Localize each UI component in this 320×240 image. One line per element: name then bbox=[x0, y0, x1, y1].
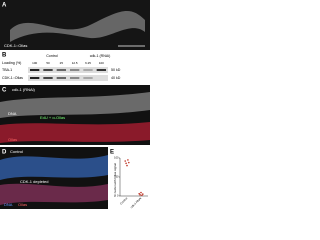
figure: A CDK-1::Ollas B Loading (%) Control cdk… bbox=[0, 0, 150, 209]
data-point bbox=[141, 194, 143, 197]
channel-label: CDK-1 depleted bbox=[20, 179, 48, 184]
channel-label: EdU + α-Ollas bbox=[40, 115, 65, 120]
row-label: CDK-1::Ollas bbox=[2, 76, 23, 80]
panel-letter: A bbox=[2, 3, 7, 9]
blot-band bbox=[96, 69, 106, 71]
data-point bbox=[128, 161, 130, 164]
blot-band bbox=[43, 77, 53, 79]
data-point bbox=[124, 160, 126, 162]
worm-shape bbox=[10, 10, 145, 43]
loading-value: 100 bbox=[32, 61, 37, 65]
y-tick-label: 0 bbox=[117, 194, 119, 198]
loading-value: 50 bbox=[46, 61, 50, 65]
channel-label: DNA bbox=[8, 111, 17, 116]
loading-value: 12.5 bbox=[72, 61, 78, 65]
x-tick-label: cdk-1 RNAi bbox=[129, 196, 142, 209]
channel-label: CDK-1::Ollas bbox=[4, 43, 27, 48]
data-point bbox=[140, 191, 142, 194]
blot-band bbox=[30, 69, 40, 71]
blot-band bbox=[56, 69, 66, 71]
y-tick-label: 100 bbox=[114, 156, 119, 160]
data-point bbox=[138, 192, 140, 195]
loading-value: 6.25 bbox=[85, 61, 91, 65]
blot-band bbox=[70, 77, 80, 79]
gonad-control bbox=[0, 155, 108, 180]
loading-label: Loading (%) bbox=[2, 61, 21, 65]
loading-value: 25 bbox=[60, 61, 64, 65]
blot-row bbox=[28, 67, 108, 73]
blot-band bbox=[43, 69, 53, 71]
size-label: 50 kD bbox=[111, 68, 121, 72]
gonad-dna bbox=[0, 92, 150, 118]
gonad-ollas bbox=[0, 122, 150, 143]
row-label: TBA-1 bbox=[2, 68, 12, 72]
blot-band bbox=[30, 77, 40, 79]
data-point bbox=[139, 194, 141, 196]
blot-band bbox=[56, 77, 66, 79]
panel-letter: C bbox=[2, 88, 7, 94]
loading-value: 100 bbox=[99, 61, 104, 65]
group-label: Control bbox=[46, 54, 58, 58]
y-axis-label: % nuclei with Ollas signal bbox=[113, 163, 117, 197]
data-point bbox=[125, 162, 127, 165]
x-tick-label: Control bbox=[119, 196, 128, 205]
channel-label: Ollas bbox=[8, 137, 17, 142]
blot-band bbox=[83, 69, 93, 71]
group-label: cdk-1 (RNAi) bbox=[90, 54, 111, 58]
data-point bbox=[127, 159, 129, 161]
gonad-depleted bbox=[0, 183, 108, 205]
size-label: 40 kD bbox=[111, 76, 121, 80]
panel-letter: B bbox=[2, 53, 7, 59]
panel-letter: E bbox=[110, 150, 114, 156]
data-point bbox=[142, 193, 144, 195]
blot-band bbox=[83, 77, 93, 79]
channel-label: DNA bbox=[4, 202, 13, 207]
blot-row bbox=[28, 75, 108, 81]
panel-title: Control bbox=[10, 149, 23, 154]
y-tick-label: 50 bbox=[116, 175, 119, 179]
panel-title: cdk-1 (RNAi) bbox=[12, 87, 36, 92]
data-point bbox=[126, 164, 128, 167]
panel-letter: D bbox=[2, 150, 7, 156]
blot-band bbox=[70, 69, 80, 71]
channel-label: Ollas bbox=[18, 202, 27, 207]
